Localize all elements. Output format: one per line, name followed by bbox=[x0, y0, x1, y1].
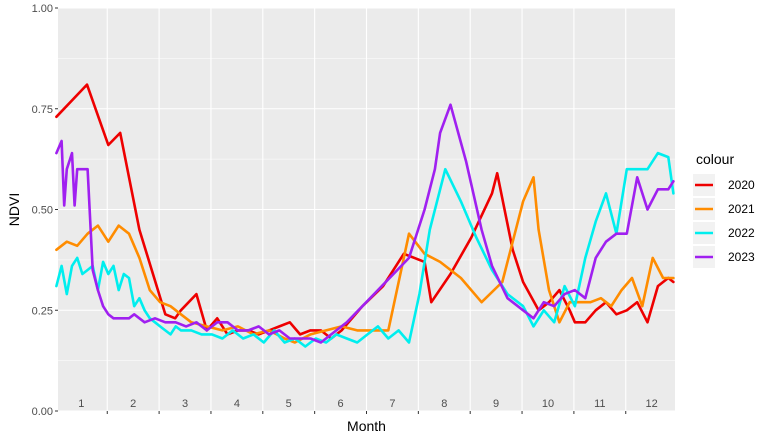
series-line-2022 bbox=[55, 151, 675, 348]
x-tick-label: 1 bbox=[78, 398, 84, 410]
legend-label-2020: 2020 bbox=[728, 178, 755, 192]
y-tick-label: 0.75 bbox=[32, 104, 53, 116]
x-tick-label: 11 bbox=[594, 398, 605, 410]
legend: colour 2020 2021 2022 2023 bbox=[693, 151, 755, 268]
y-tick-label: 1.00 bbox=[32, 3, 53, 15]
x-tick-label: 5 bbox=[286, 398, 292, 410]
x-axis-title: Month bbox=[347, 418, 386, 434]
major-gridlines bbox=[58, 7, 675, 412]
legend-label-2021: 2021 bbox=[728, 202, 755, 216]
x-tick-label: 8 bbox=[441, 398, 447, 410]
x-tick-label: 12 bbox=[646, 398, 658, 410]
x-tick-label: 2 bbox=[130, 398, 136, 410]
y-tick-label: 0.00 bbox=[32, 406, 53, 418]
series-line-2023 bbox=[55, 103, 675, 344]
x-tick-label: 6 bbox=[338, 398, 344, 410]
legend-title: colour bbox=[696, 151, 734, 167]
y-tick-label: 0.25 bbox=[32, 305, 53, 317]
series-line-2021 bbox=[55, 176, 675, 344]
x-tick-label: 3 bbox=[182, 398, 188, 410]
y-axis: 0.00 0.25 0.50 0.75 1.00 bbox=[32, 3, 58, 418]
x-tick-label: 9 bbox=[493, 398, 499, 410]
x-tick-label: 4 bbox=[234, 398, 240, 410]
series-line-2020 bbox=[55, 83, 675, 340]
y-tick-label: 0.50 bbox=[32, 205, 53, 217]
legend-label-2023: 2023 bbox=[728, 250, 755, 264]
y-axis-title: NDVI bbox=[6, 193, 22, 226]
x-tick-label: 7 bbox=[389, 398, 395, 410]
series-lines bbox=[55, 83, 675, 348]
x-tick-label: 10 bbox=[542, 398, 554, 410]
x-axis: 1 2 3 4 5 6 7 8 9 10 11 12 bbox=[78, 398, 658, 414]
legend-label-2022: 2022 bbox=[728, 226, 755, 240]
